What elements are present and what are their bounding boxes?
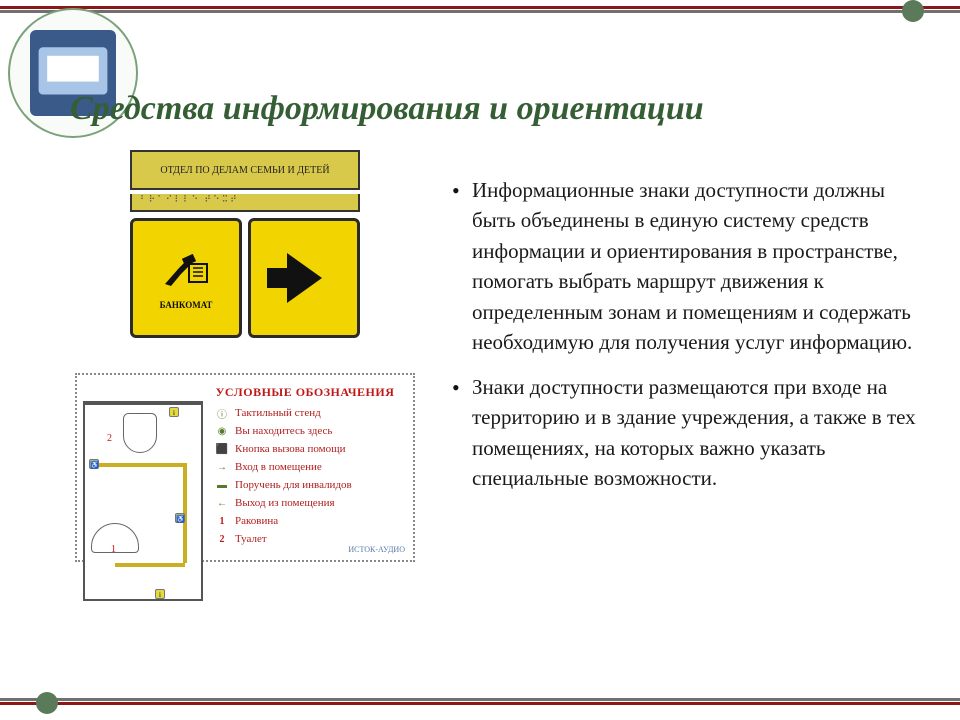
braille-dots bbox=[130, 194, 360, 212]
legend-icon: → bbox=[215, 460, 229, 474]
legend-item: ▬ Поручень для инвалидов bbox=[215, 478, 405, 492]
legend-label: Вход в помещение bbox=[235, 461, 322, 473]
bullet-item: Информационные знаки доступности должны … bbox=[472, 175, 930, 358]
top-bar bbox=[0, 6, 960, 16]
legend-icon: 1 bbox=[215, 514, 229, 528]
legend-label: Тактильный стенд bbox=[235, 407, 321, 419]
legend-icon: ◉ bbox=[215, 424, 229, 438]
braille-plate: ОТДЕЛ ПО ДЕЛАМ СЕМЬИ И ДЕТЕЙ bbox=[130, 150, 360, 190]
legend-icon: ▬ bbox=[215, 478, 229, 492]
left-illustration-column: ОТДЕЛ ПО ДЕЛАМ СЕМЬИ И ДЕТЕЙ БАНКОМАТ bbox=[75, 150, 415, 562]
page-title: Средства информирования и ориентации bbox=[70, 90, 930, 128]
legend-item: 1 Раковина bbox=[215, 514, 405, 528]
legend-icon: ← bbox=[215, 496, 229, 510]
legend-label: Раковина bbox=[235, 515, 278, 527]
atm-label: БАНКОМАТ bbox=[160, 300, 213, 310]
legend-title: УСЛОВНЫЕ ОБОЗНАЧЕНИЯ bbox=[205, 385, 405, 400]
legend-label: Выход из помещения bbox=[235, 497, 335, 509]
legend-item: 2 Туалет bbox=[215, 532, 405, 546]
atm-pictogram: БАНКОМАТ bbox=[130, 218, 242, 338]
legend-item: ⬛ Кнопка вызова помощи bbox=[215, 442, 405, 456]
pictogram-duo: БАНКОМАТ bbox=[130, 218, 360, 338]
floor-plan: i ♿ ♿ i 1 2 bbox=[83, 401, 203, 601]
bullet-item: Знаки доступности размещаются при входе … bbox=[472, 372, 930, 494]
legend-label: Поручень для инвалидов bbox=[235, 479, 352, 491]
legend-icon: 2 bbox=[215, 532, 229, 546]
bottom-bar bbox=[0, 698, 960, 708]
legend-item: ← Выход из помещения bbox=[215, 496, 405, 510]
legend-label: Кнопка вызова помощи bbox=[235, 443, 345, 455]
legend-item: ⓘ Тактильный стенд bbox=[215, 406, 405, 420]
legend-item: → Вход в помещение bbox=[215, 460, 405, 474]
body-text: Информационные знаки доступности должны … bbox=[450, 175, 930, 507]
legend-label: Туалет bbox=[235, 533, 267, 545]
legend-item: ◉ Вы находитесь здесь bbox=[215, 424, 405, 438]
arrow-right-icon bbox=[287, 253, 322, 303]
atm-icon bbox=[161, 246, 211, 296]
legend-icon: ⬛ bbox=[215, 442, 229, 456]
arrow-pictogram bbox=[248, 218, 360, 338]
legend-label: Вы находитесь здесь bbox=[235, 425, 332, 437]
audio-brand: ИСТОК-АУДИО bbox=[348, 545, 405, 554]
legend-box: i ♿ ♿ i 1 2 УСЛОВНЫЕ ОБОЗНАЧЕНИЯ ⓘТактил… bbox=[75, 373, 415, 562]
legend-icon: ⓘ bbox=[215, 406, 229, 420]
